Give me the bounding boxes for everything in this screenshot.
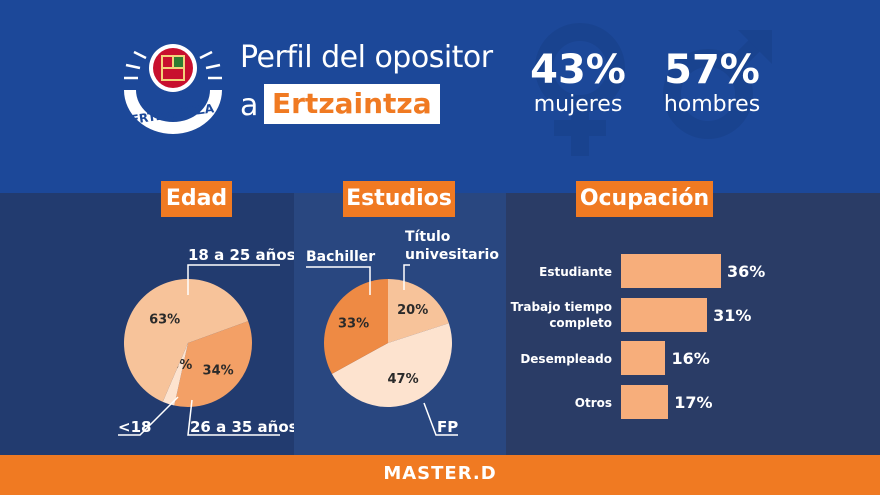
- bar: [621, 298, 708, 332]
- ertzaintza-logo: ERTZAINTZA: [124, 44, 222, 134]
- bar: [621, 385, 669, 419]
- pie-slice: [162, 343, 188, 406]
- pie-slice: [388, 279, 449, 343]
- pie-slice-label: 20%: [397, 303, 428, 318]
- section-title-ocupacion: Ocupación: [576, 181, 713, 217]
- bar-value-label: 36%: [727, 262, 766, 281]
- section-title-estudios: Estudios: [343, 181, 455, 217]
- edad-pie-chart: 34%3%63% 18 a 25 años 26 a 35 años <18: [118, 246, 294, 436]
- estudios-label-bachiller: Bachiller: [306, 249, 375, 265]
- page-title-prefix: a: [240, 88, 259, 123]
- pie-slice: [331, 323, 452, 407]
- bar-value-label: 17%: [674, 393, 713, 412]
- bar-value-label: 31%: [713, 306, 752, 325]
- page-title-highlight: Ertzaintza: [264, 84, 440, 124]
- pie-slice-label: 47%: [388, 372, 419, 387]
- pie-slice-label: 34%: [203, 363, 234, 378]
- pie-slice: [324, 279, 388, 374]
- stat-men-label: hombres: [663, 92, 761, 117]
- stat-women: 43% mujeres: [530, 48, 626, 118]
- estudios-label-titulo: Título univesitario: [405, 229, 499, 263]
- estudios-pie-chart: 20% 47% 33% Título univesitario Bachiller F…: [306, 229, 499, 436]
- pie-slice: [124, 279, 249, 402]
- pie-slice-label: 33%: [338, 317, 369, 332]
- header-banner: [0, 0, 880, 193]
- pie-slice-label: 63%: [149, 312, 180, 327]
- bar-value-label: 16%: [671, 349, 710, 368]
- bar: [621, 254, 721, 288]
- bar-category-label: Otros: [574, 396, 612, 410]
- stat-women-label: mujeres: [533, 92, 623, 117]
- section-title-edad: Edad: [161, 181, 232, 217]
- page-title-line1: Perfil del opositor: [240, 40, 493, 75]
- edad-label-18-25: 18 a 25 años: [188, 246, 294, 264]
- pie-slice: [174, 321, 252, 407]
- female-symbol-icon: [535, 23, 625, 156]
- brand-logo: MASTER.D: [383, 463, 497, 484]
- ocupacion-bar-chart: Estudiante 36% Trabajo tiempo completo 31% De…: [506, 240, 880, 430]
- stat-men-value: 57%: [664, 47, 760, 93]
- stat-women-value: 43%: [530, 47, 626, 93]
- bar-category-label: Estudiante: [539, 265, 612, 279]
- bar: [621, 341, 666, 375]
- edad-label-under-18: <18: [118, 418, 151, 436]
- stat-men: 57% hombres: [660, 48, 764, 118]
- bar-category-label: Desempleado: [520, 352, 612, 366]
- bar-category-label: Trabajo tiempo completo: [510, 300, 612, 330]
- footer-bar: [0, 455, 880, 495]
- male-symbol-icon: [663, 30, 772, 139]
- estudios-label-fp: FP: [437, 418, 458, 436]
- edad-label-26-35: 26 a 35 años: [190, 418, 294, 436]
